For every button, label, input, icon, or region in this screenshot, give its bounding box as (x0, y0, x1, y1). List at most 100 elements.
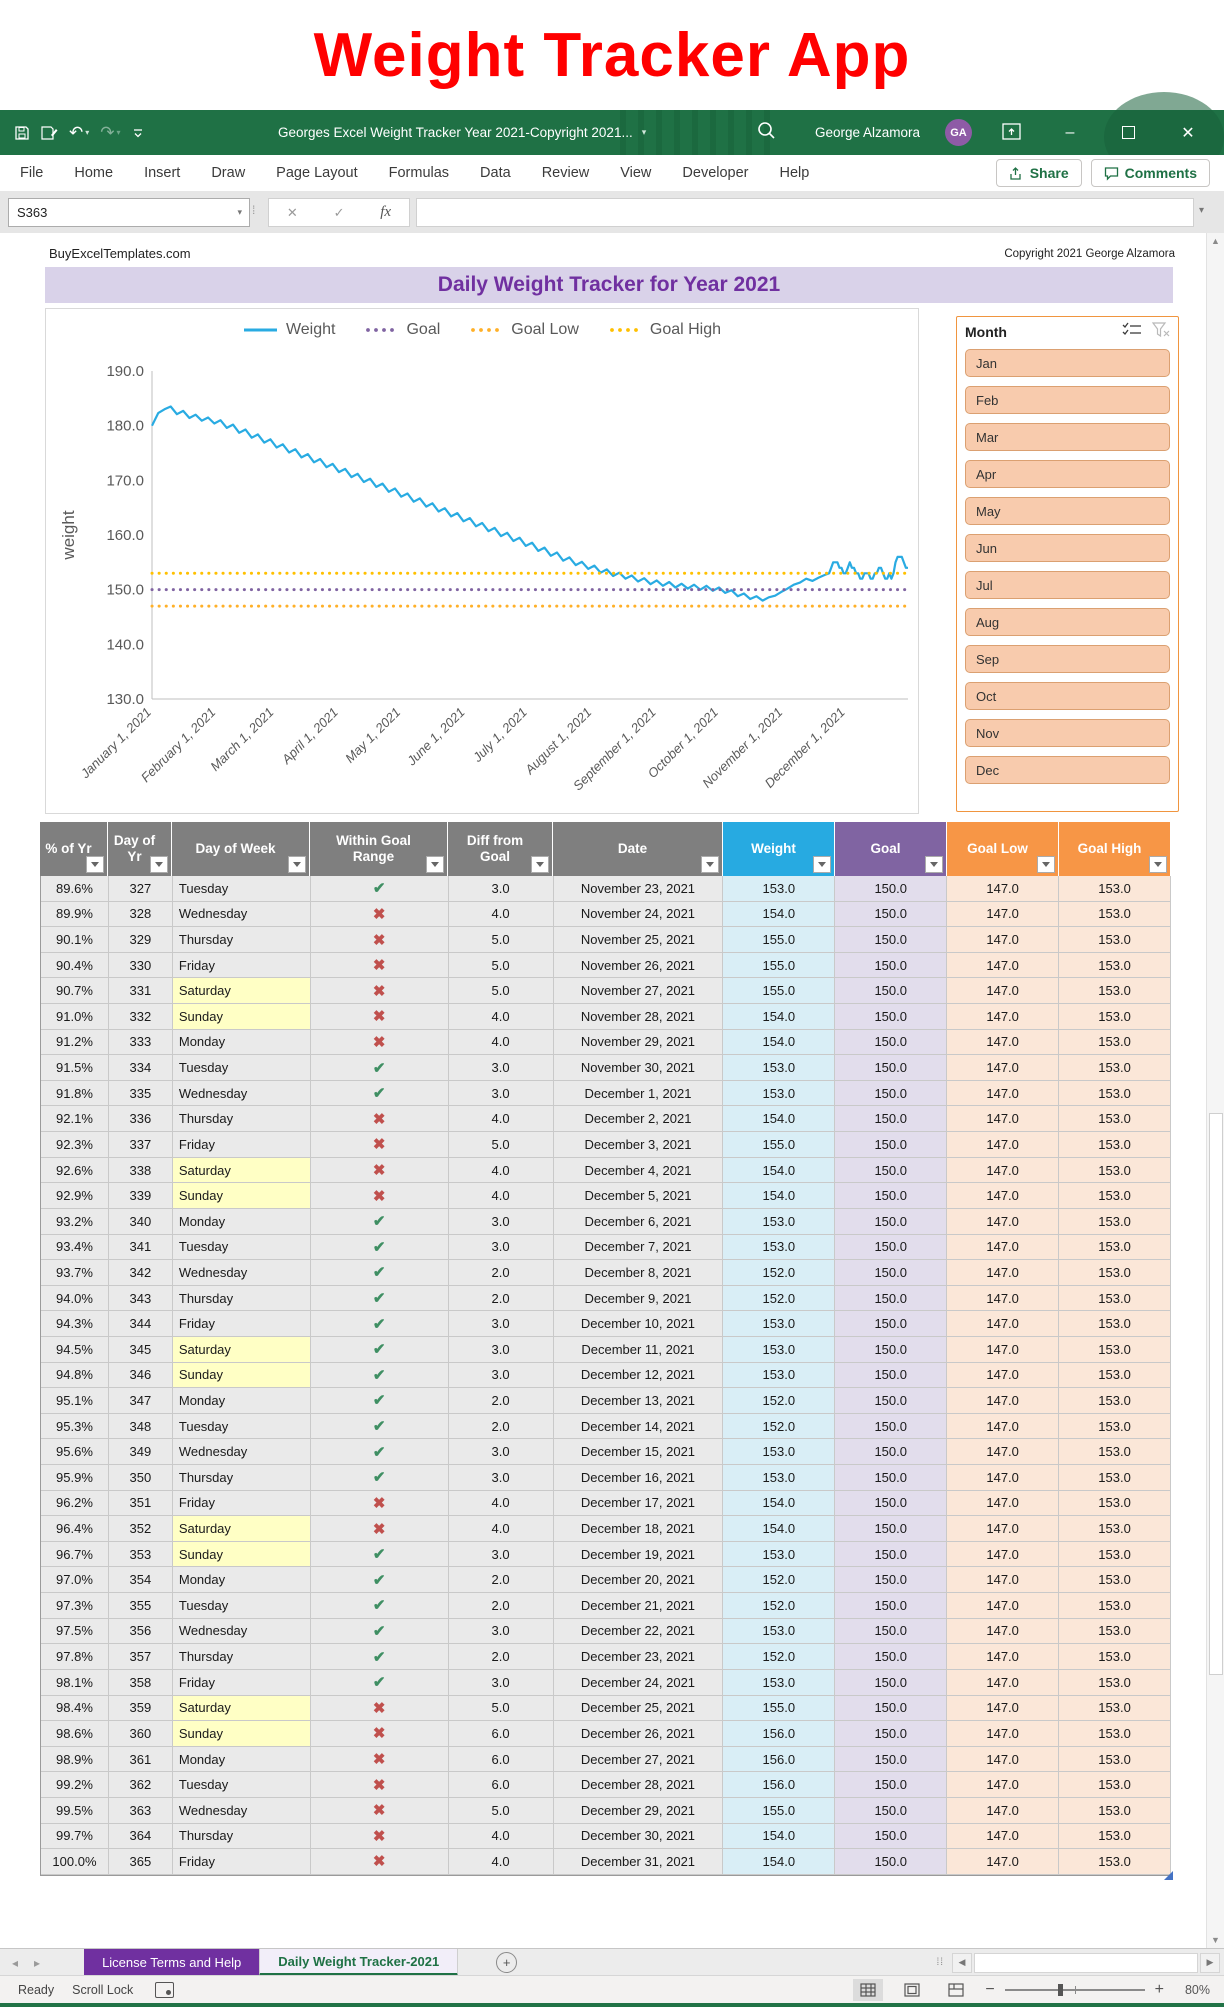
within-goal-check-icon[interactable]: ✔ (310, 1311, 449, 1337)
table-cell[interactable]: 147.0 (947, 876, 1060, 902)
table-cell[interactable]: 153.0 (1059, 1208, 1171, 1235)
within-goal-x-icon[interactable]: ✖ (310, 927, 449, 953)
within-goal-x-icon[interactable]: ✖ (310, 1132, 449, 1158)
table-cell[interactable]: 340 (108, 1208, 173, 1235)
table-cell[interactable]: 356 (108, 1618, 173, 1645)
filter-dropdown-icon[interactable] (813, 856, 831, 873)
within-goal-check-icon[interactable]: ✔ (310, 1260, 449, 1286)
hscroll-left-icon[interactable]: ◀ (952, 1952, 972, 1973)
table-cell[interactable]: 147.0 (947, 1336, 1060, 1363)
table-cell[interactable]: 153.0 (1059, 1669, 1171, 1696)
table-cell[interactable]: November 30, 2021 (553, 1055, 724, 1081)
table-cell[interactable]: 153.0 (1059, 1311, 1171, 1337)
table-cell[interactable]: 147.0 (947, 1362, 1060, 1389)
table-cell[interactable]: 91.8% (41, 1080, 109, 1107)
within-goal-check-icon[interactable]: ✔ (310, 876, 449, 902)
table-cell[interactable]: 152.0 (723, 1388, 836, 1414)
table-cell[interactable]: November 23, 2021 (553, 876, 724, 902)
table-cell[interactable]: 153.0 (723, 1080, 836, 1107)
table-cell[interactable]: Monday (172, 1388, 311, 1414)
table-cell[interactable]: 153.0 (1059, 1388, 1171, 1414)
table-cell[interactable]: 350 (108, 1465, 173, 1491)
table-cell[interactable]: Thursday (172, 1106, 311, 1133)
table-cell[interactable]: 153.0 (1059, 1695, 1171, 1722)
table-cell[interactable]: November 24, 2021 (553, 901, 724, 928)
table-cell[interactable]: 360 (108, 1721, 173, 1747)
table-cell[interactable]: Tuesday (172, 1593, 311, 1619)
table-cell[interactable]: 150.0 (835, 1541, 948, 1568)
table-cell[interactable]: Monday (172, 1746, 311, 1773)
table-cell[interactable]: 153.0 (723, 1669, 836, 1696)
table-cell[interactable]: 147.0 (947, 1132, 1060, 1158)
table-cell[interactable]: 329 (108, 927, 173, 953)
table-cell[interactable]: 147.0 (947, 1593, 1060, 1619)
table-cell[interactable]: 147.0 (947, 1234, 1060, 1261)
table-cell[interactable]: December 3, 2021 (553, 1132, 724, 1158)
table-cell[interactable]: 150.0 (835, 1208, 948, 1235)
table-cell[interactable]: Wednesday (172, 1080, 311, 1107)
within-goal-x-icon[interactable]: ✖ (310, 1797, 449, 1824)
weight-chart[interactable]: Weight Goal Goal Low Goal High 190.0 180.0 17… (45, 308, 919, 814)
table-cell[interactable]: Tuesday (172, 876, 311, 902)
table-cell[interactable]: 152.0 (723, 1567, 836, 1594)
table-cell[interactable]: 147.0 (947, 1746, 1060, 1773)
table-cell[interactable]: 154.0 (723, 901, 836, 928)
table-cell[interactable]: 99.7% (41, 1823, 109, 1850)
slicer-month-may[interactable]: May (965, 497, 1170, 525)
table-cell[interactable]: 357 (108, 1644, 173, 1670)
table-cell[interactable]: 92.9% (41, 1183, 109, 1209)
table-cell[interactable]: 150.0 (835, 1695, 948, 1722)
table-cell[interactable]: 154.0 (723, 1516, 836, 1542)
within-goal-check-icon[interactable]: ✔ (310, 1208, 449, 1235)
sheet-nav-left-icon[interactable]: ◂ (12, 1955, 19, 1970)
table-cell[interactable]: November 29, 2021 (553, 1029, 724, 1056)
table-cell[interactable]: 150.0 (835, 1234, 948, 1261)
table-cell[interactable]: 97.0% (41, 1567, 109, 1594)
table-cell[interactable]: 152.0 (723, 1593, 836, 1619)
sheet-tab-license[interactable]: License Terms and Help (84, 1949, 260, 1976)
table-cell[interactable]: 153.0 (1059, 1439, 1171, 1466)
table-cell[interactable]: 94.0% (41, 1285, 109, 1312)
table-cell[interactable]: 150.0 (835, 1157, 948, 1184)
table-cell[interactable]: 153.0 (1059, 1055, 1171, 1081)
table-cell[interactable]: 331 (108, 978, 173, 1005)
table-cell[interactable]: 351 (108, 1490, 173, 1517)
table-cell[interactable]: Thursday (172, 1823, 311, 1850)
table-cell[interactable]: 150.0 (835, 1132, 948, 1158)
table-cell[interactable]: December 19, 2021 (553, 1541, 724, 1568)
table-cell[interactable]: 89.6% (41, 876, 109, 902)
table-cell[interactable]: November 26, 2021 (553, 952, 724, 979)
macro-record-icon[interactable] (155, 1982, 175, 1998)
table-cell[interactable]: 4.0 (448, 1157, 554, 1184)
table-cell[interactable]: 5.0 (448, 1797, 554, 1824)
ribbon-tab-developer[interactable]: Developer (682, 165, 749, 181)
table-cell[interactable]: 154.0 (723, 1183, 836, 1209)
formula-input[interactable] (416, 198, 1194, 227)
table-cell[interactable]: December 5, 2021 (553, 1183, 724, 1209)
table-cell[interactable]: 154.0 (723, 1004, 836, 1030)
table-cell[interactable]: 153.0 (1059, 1336, 1171, 1363)
table-cell[interactable]: 150.0 (835, 1797, 948, 1824)
within-goal-check-icon[interactable]: ✔ (310, 1336, 449, 1363)
table-cell[interactable]: 342 (108, 1260, 173, 1286)
table-cell[interactable]: 150.0 (835, 1439, 948, 1466)
table-cell[interactable]: 92.3% (41, 1132, 109, 1158)
table-cell[interactable]: 153.0 (1059, 1746, 1171, 1773)
table-cell[interactable]: 156.0 (723, 1772, 836, 1798)
table-cell[interactable]: 153.0 (1059, 952, 1171, 979)
filter-dropdown-icon[interactable] (86, 856, 104, 873)
table-cell[interactable]: 97.8% (41, 1644, 109, 1670)
ribbon-tab-page-layout[interactable]: Page Layout (276, 165, 358, 181)
table-cell[interactable]: 338 (108, 1157, 173, 1184)
table-cell[interactable]: 89.9% (41, 901, 109, 928)
table-cell[interactable]: 153.0 (1059, 1029, 1171, 1056)
within-goal-x-icon[interactable]: ✖ (310, 952, 449, 979)
new-sheet-button[interactable]: + (496, 1952, 518, 1973)
table-cell[interactable]: 328 (108, 901, 173, 928)
table-cell[interactable]: Sunday (172, 1004, 311, 1030)
filter-dropdown-icon[interactable] (426, 856, 444, 873)
table-cell[interactable]: 2.0 (448, 1388, 554, 1414)
table-cell[interactable]: 3.0 (448, 1234, 554, 1261)
table-cell[interactable]: 3.0 (448, 1439, 554, 1466)
table-cell[interactable]: November 28, 2021 (553, 1004, 724, 1030)
